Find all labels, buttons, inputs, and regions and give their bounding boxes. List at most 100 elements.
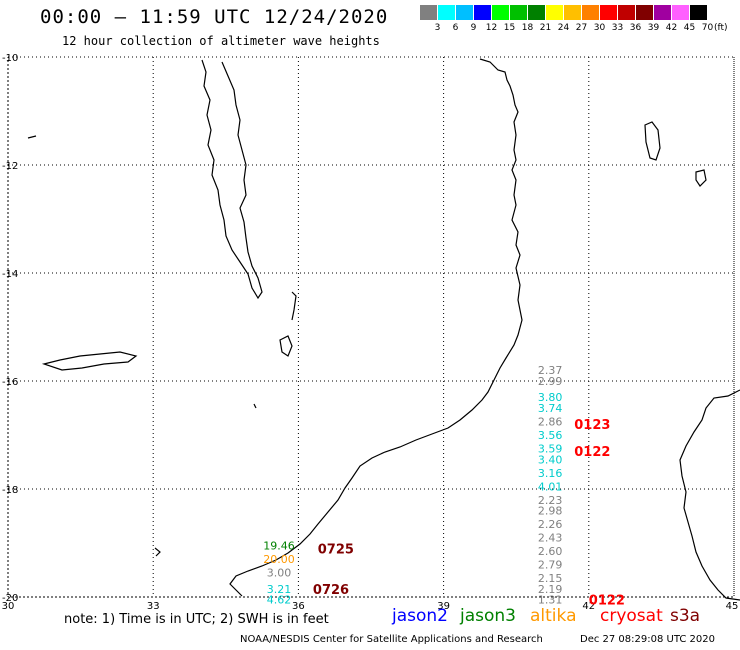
wave-height-value: 2.26 bbox=[538, 518, 563, 531]
legend-label: 15 bbox=[503, 23, 516, 33]
satellite-name: cryosat bbox=[600, 606, 663, 626]
pass-time-label: 0725 bbox=[318, 542, 354, 557]
wave-height-value: 3.00 bbox=[267, 567, 292, 580]
legend-swatch bbox=[528, 5, 545, 20]
africa-east-coast bbox=[229, 58, 523, 597]
footer-note: note: 1) Time is in UTC; 2) SWH is in fe… bbox=[64, 612, 329, 627]
wave-height-value: 2.23 bbox=[538, 494, 563, 507]
lon-tick-label: 45 bbox=[726, 601, 739, 612]
wave-height-value: 2.86 bbox=[538, 416, 563, 429]
legend-swatch bbox=[492, 5, 509, 20]
wave-height-value: 1.31 bbox=[538, 594, 563, 607]
pass-time-label: 0122 bbox=[589, 594, 625, 609]
lon-tick-label: 36 bbox=[292, 601, 305, 612]
legend-label: 21 bbox=[539, 23, 552, 33]
wave-height-value: 2.43 bbox=[538, 532, 563, 545]
cahora-bassa bbox=[41, 351, 138, 371]
wave-height-value: 4.62 bbox=[267, 594, 292, 607]
footer-timestamp: Dec 27 08:29:08 UTC 2020 bbox=[580, 634, 715, 645]
small-island-3 bbox=[27, 135, 37, 139]
wave-height-value: 2.19 bbox=[538, 583, 563, 596]
legend-label: 3 bbox=[434, 23, 441, 33]
lat-tick-label: -20 bbox=[2, 593, 18, 604]
lat-tick-label: -12 bbox=[2, 161, 18, 172]
comoros-small-island bbox=[695, 169, 707, 187]
grid-lines bbox=[7, 56, 735, 598]
legend-label: 9 bbox=[470, 23, 477, 33]
legend-swatch bbox=[636, 5, 653, 20]
legend-label: 39 bbox=[647, 23, 660, 33]
wave-height-value: 3.40 bbox=[538, 453, 563, 466]
legend-swatch bbox=[456, 5, 473, 20]
wave-height-value: 3.56 bbox=[538, 429, 563, 442]
legend-label: 30 bbox=[593, 23, 606, 33]
small-island bbox=[253, 403, 257, 409]
legend-label: 27 bbox=[575, 23, 588, 33]
legend-swatch bbox=[564, 5, 581, 20]
legend-swatch bbox=[474, 5, 491, 20]
wave-height-value: 2.37 bbox=[538, 364, 563, 377]
satellite-name: jason3 bbox=[460, 606, 516, 626]
wave-height-value: 2.60 bbox=[538, 545, 563, 558]
wave-height-value: 3.80 bbox=[538, 391, 563, 404]
legend-label: 33 bbox=[611, 23, 624, 33]
lon-tick-label: 42 bbox=[582, 601, 595, 612]
map-title: 00:00 – 11:59 UTC 12/24/2020 bbox=[40, 6, 389, 28]
wave-height-value: 2.99 bbox=[538, 375, 563, 388]
lake-malawi bbox=[201, 59, 263, 300]
coastline-layer bbox=[27, 58, 740, 601]
pass-time-label: 0122 bbox=[574, 445, 610, 460]
legend-label: 24 bbox=[557, 23, 570, 33]
map-frame bbox=[7, 56, 735, 598]
footer-credit: NOAA/NESDIS Center for Satellite Applica… bbox=[240, 634, 543, 645]
legend-label: 12 bbox=[485, 23, 498, 33]
legend-label: 6 bbox=[452, 23, 459, 33]
legend-swatch bbox=[690, 5, 707, 20]
legend-label: 70 bbox=[701, 23, 714, 33]
wave-height-value: 20.00 bbox=[263, 553, 295, 566]
wave-height-value: 2.98 bbox=[538, 505, 563, 518]
lat-tick-label: -14 bbox=[2, 269, 18, 280]
legend-label: 36 bbox=[629, 23, 642, 33]
legend-swatch bbox=[654, 5, 671, 20]
legend-label: 42 bbox=[665, 23, 678, 33]
satellite-name: jason2 bbox=[392, 606, 448, 626]
lake-chilwa bbox=[279, 335, 293, 357]
legend-swatch bbox=[438, 5, 455, 20]
satellite-name: s3a bbox=[670, 606, 701, 626]
wave-height-value: 19.46 bbox=[263, 540, 295, 553]
wave-height-value: 3.74 bbox=[538, 402, 563, 415]
observations-layer: 2.372.99 3.803.742.863.563.593.403.164.01… bbox=[263, 364, 562, 607]
legend-label: 18 bbox=[521, 23, 534, 33]
legend-unit: (ft) bbox=[714, 23, 728, 33]
lat-tick-label: -18 bbox=[2, 485, 18, 496]
legend-swatch bbox=[510, 5, 527, 20]
comoros-islands bbox=[644, 121, 661, 161]
axis-labels: 30 33 36 39 42 45 -10 -12 -14 -16 -18 -20 bbox=[2, 53, 739, 612]
legend-swatch bbox=[546, 5, 563, 20]
wave-height-value: 2.79 bbox=[538, 559, 563, 572]
lon-tick-label: 33 bbox=[147, 601, 160, 612]
shire-river bbox=[291, 291, 297, 321]
legend-label: 45 bbox=[683, 23, 696, 33]
madagascar-coast bbox=[679, 389, 740, 601]
legend-swatch bbox=[582, 5, 599, 20]
wave-height-value: 3.16 bbox=[538, 467, 563, 480]
legend-swatch bbox=[672, 5, 689, 20]
lat-tick-label: -10 bbox=[2, 53, 18, 64]
legend-swatch bbox=[420, 5, 437, 20]
wave-height-value: 3.59 bbox=[538, 443, 563, 456]
legend-swatch bbox=[618, 5, 635, 20]
wave-height-value: 4.01 bbox=[538, 480, 563, 493]
pass-time-label: 0726 bbox=[313, 583, 349, 598]
pass-time-label: 0123 bbox=[574, 418, 610, 433]
lon-tick-label: 30 bbox=[2, 601, 15, 612]
legend-swatch bbox=[600, 5, 617, 20]
lon-tick-label: 39 bbox=[437, 601, 450, 612]
lat-tick-label: -16 bbox=[2, 377, 18, 388]
pass-times-layer: 0123 0122 0122 0725 0726 bbox=[313, 418, 625, 609]
satellite-name: altika bbox=[530, 606, 577, 626]
small-island-2 bbox=[154, 547, 161, 557]
wave-height-value: 3.21 bbox=[267, 583, 292, 596]
